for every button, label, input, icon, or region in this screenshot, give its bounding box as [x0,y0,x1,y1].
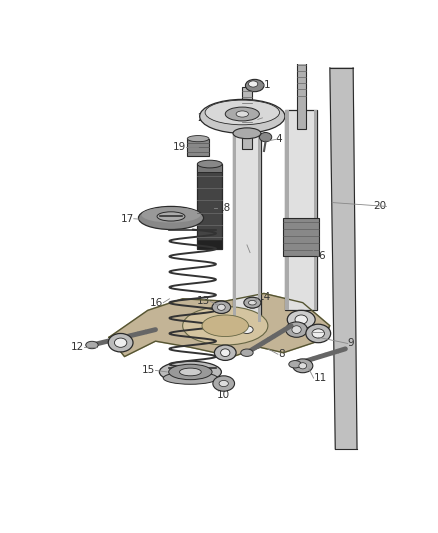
Ellipse shape [212,301,231,313]
Ellipse shape [138,206,204,230]
Text: 12: 12 [71,342,84,352]
Ellipse shape [225,107,259,121]
Ellipse shape [295,315,307,324]
Ellipse shape [286,322,307,337]
Ellipse shape [233,321,261,338]
Bar [198,239,222,249]
Polygon shape [109,294,330,357]
Ellipse shape [287,310,315,329]
Text: 17: 17 [120,214,134,224]
Bar [283,218,319,256]
Text: 20: 20 [373,201,386,212]
Ellipse shape [219,381,228,386]
Text: 8: 8 [278,349,285,359]
Text: 10: 10 [217,390,230,400]
Ellipse shape [292,326,301,334]
Ellipse shape [141,207,201,223]
Text: 14: 14 [258,292,271,302]
Ellipse shape [241,326,253,334]
Text: 3: 3 [264,111,271,122]
Ellipse shape [221,349,230,357]
Bar [314,110,318,310]
Ellipse shape [213,376,235,391]
Text: 7: 7 [323,327,329,337]
Text: 6: 6 [318,252,325,262]
Text: 19: 19 [173,142,187,152]
Ellipse shape [163,372,218,384]
Ellipse shape [244,297,261,308]
Bar [233,133,236,322]
Ellipse shape [259,133,272,142]
Ellipse shape [202,315,248,336]
Ellipse shape [299,363,307,369]
Ellipse shape [200,99,285,133]
Bar [297,49,306,130]
Ellipse shape [293,359,313,373]
Ellipse shape [248,81,258,87]
Ellipse shape [183,306,268,345]
Text: 4: 4 [276,134,282,144]
Ellipse shape [306,324,331,343]
Ellipse shape [180,368,201,376]
Ellipse shape [187,135,209,142]
Ellipse shape [241,349,253,357]
Ellipse shape [214,345,236,360]
Ellipse shape [289,360,301,368]
Bar [285,110,318,310]
Ellipse shape [248,301,256,305]
Ellipse shape [218,304,225,310]
Polygon shape [330,68,357,449]
Ellipse shape [312,329,325,338]
Bar [241,87,252,149]
Text: 18: 18 [218,203,231,213]
Ellipse shape [86,341,98,349]
Ellipse shape [169,364,212,379]
Ellipse shape [218,304,225,310]
Ellipse shape [157,212,185,221]
Ellipse shape [245,79,264,92]
Text: 5: 5 [250,248,257,257]
Text: 16: 16 [150,297,163,308]
Text: 1: 1 [264,80,271,90]
Ellipse shape [114,338,127,348]
Bar [233,133,261,322]
Ellipse shape [108,334,133,352]
Bar [198,164,222,172]
Ellipse shape [213,301,230,313]
Ellipse shape [198,160,222,168]
Ellipse shape [236,111,248,117]
Ellipse shape [248,301,256,305]
Text: 13: 13 [197,296,210,306]
Text: 9: 9 [348,338,354,349]
Text: 15: 15 [142,366,155,375]
Bar [285,110,289,310]
Text: 2: 2 [197,113,204,123]
Ellipse shape [205,100,279,125]
Bar [187,139,209,156]
Ellipse shape [245,297,260,308]
Ellipse shape [159,361,221,383]
Bar [258,133,261,322]
Text: 11: 11 [314,373,327,383]
Bar [198,164,222,249]
Ellipse shape [233,128,261,139]
